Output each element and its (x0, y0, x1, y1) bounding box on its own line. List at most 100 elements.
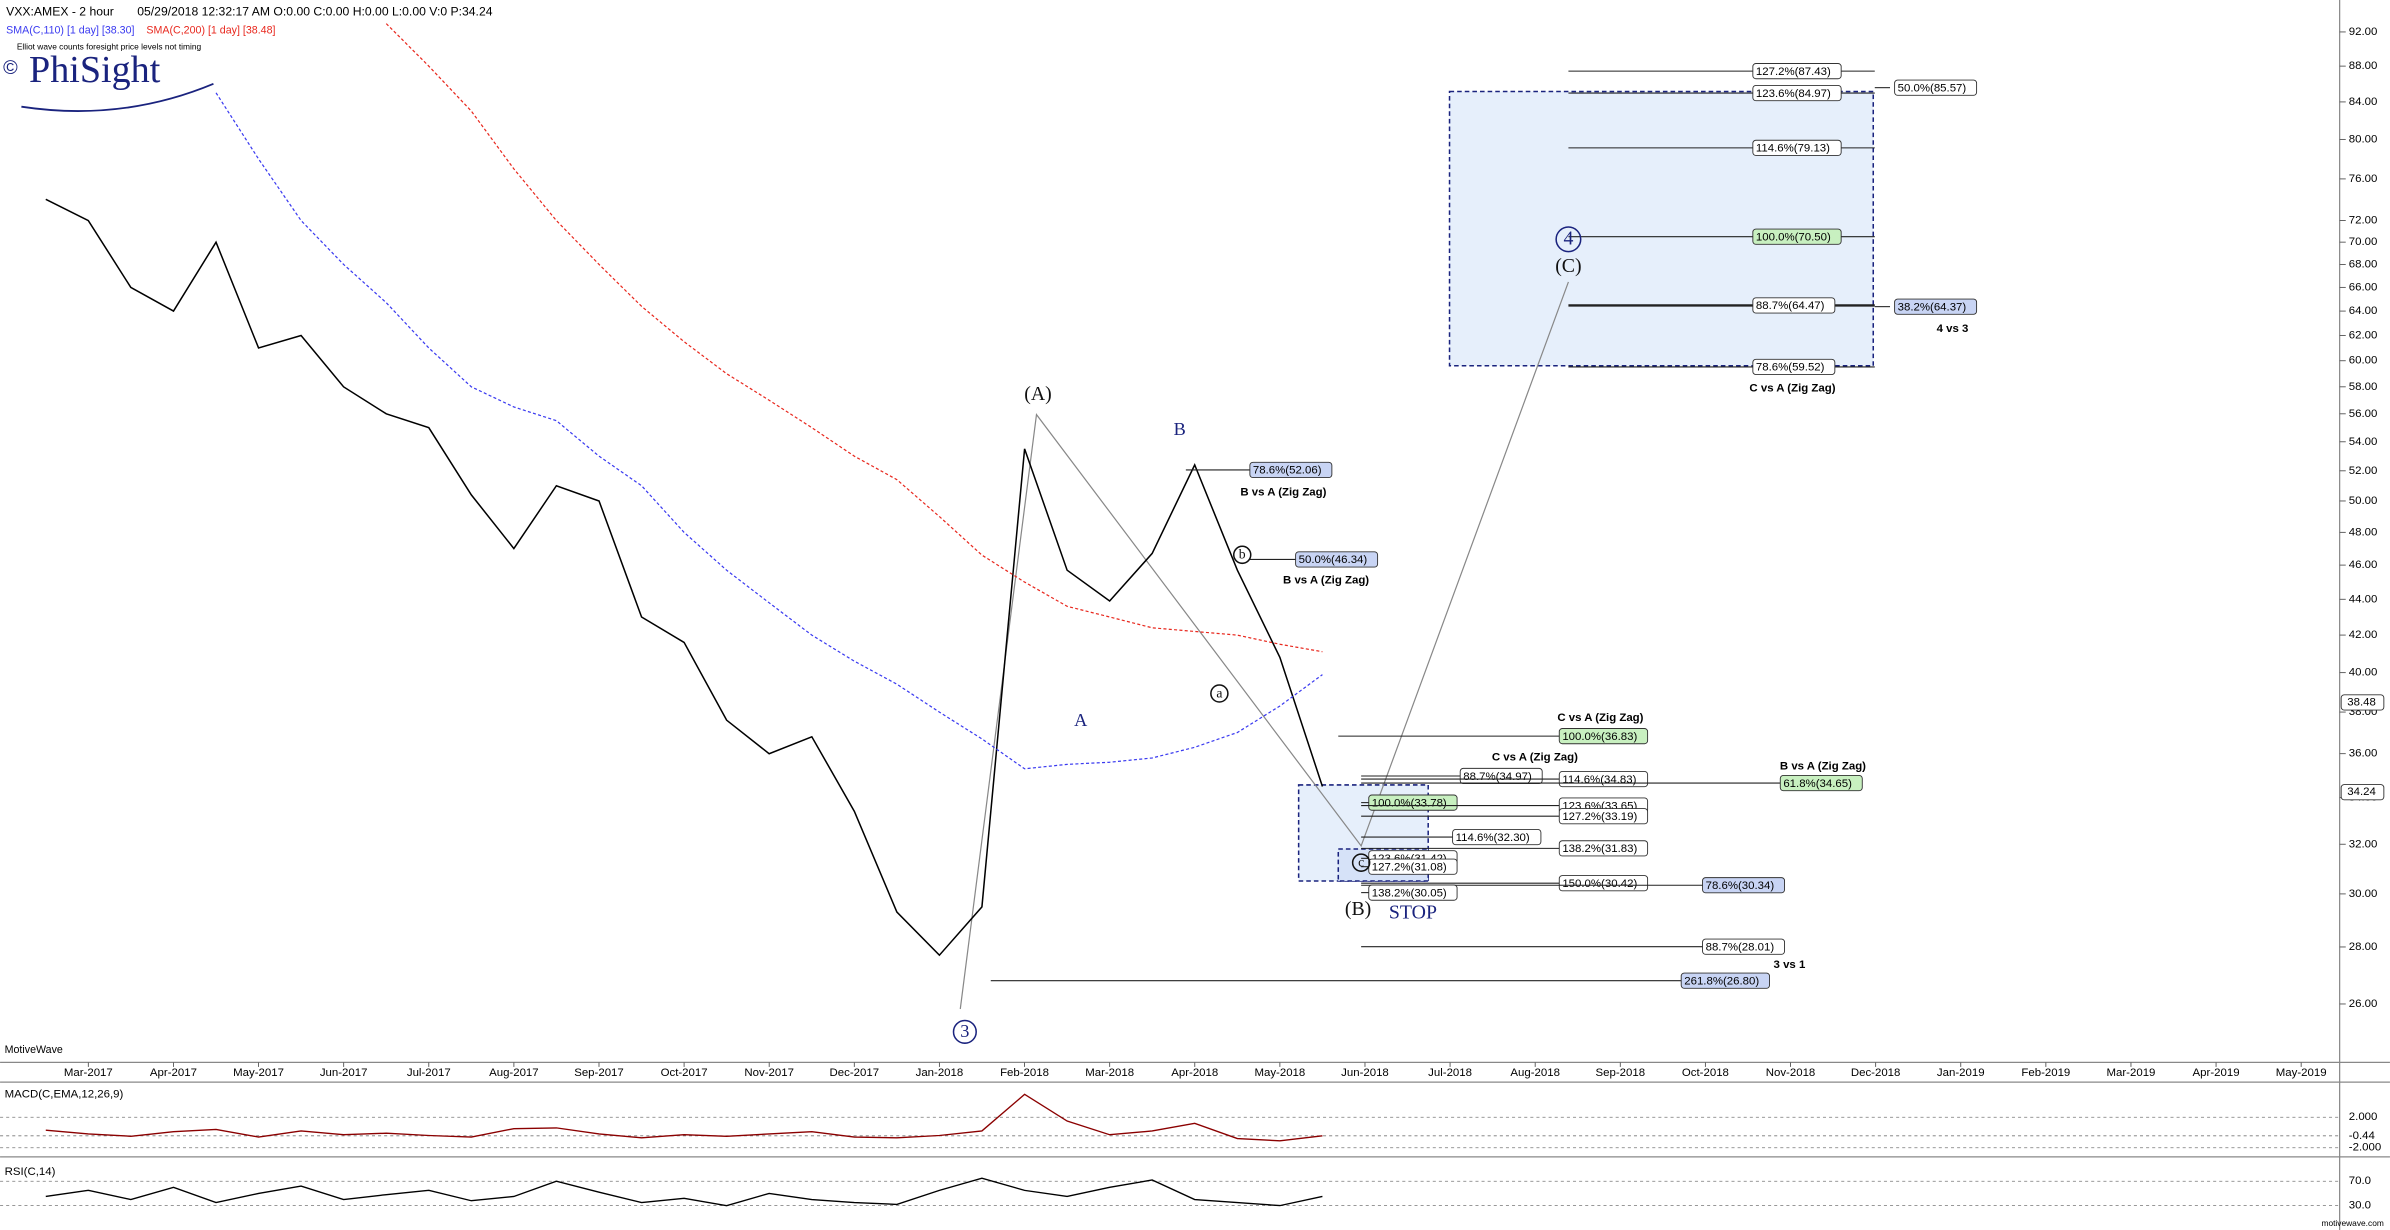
y-tick-label: 28.00 (2349, 941, 2378, 953)
y-tick-label: 30.0 (2349, 1200, 2371, 1212)
wave-label: 4 (1563, 228, 1573, 250)
level-box (1779, 774, 1863, 792)
price-tag-label: 34.24 (2347, 786, 2376, 798)
level-box (1702, 938, 1786, 955)
y-tick-label: 70.0 (2349, 1175, 2371, 1187)
level-box (1752, 297, 1836, 314)
level-label: 61.8%(34.65) (1783, 778, 1852, 790)
x-tick-label: Apr-2017 (150, 1067, 197, 1079)
wave-circle (952, 1019, 977, 1044)
price-line (45, 198, 1324, 957)
level-label: 88.7%(28.01) (1706, 941, 1775, 953)
y-tick-label: 50.00 (2349, 495, 2378, 507)
price-tag (2340, 784, 2385, 801)
wave-label: (B) (1345, 898, 1371, 920)
x-tick-label: Apr-2019 (2193, 1067, 2240, 1079)
x-tick-label: Jun-2017 (320, 1067, 368, 1079)
y-tick-label: 76.00 (2349, 173, 2378, 185)
x-tick-label: May-2019 (2276, 1067, 2327, 1079)
y-tick-label: 32.00 (2349, 838, 2378, 850)
y-tick-label: 88.00 (2349, 60, 2378, 72)
level-label: 100.0%(70.50) (1756, 231, 1831, 243)
level-note: C vs A (Zig Zag) (1749, 383, 1835, 395)
level-label: 138.2%(30.05) (1372, 887, 1447, 899)
level-label: 114.6%(34.83) (1562, 774, 1636, 786)
level-note: 4 vs 3 (1937, 323, 1969, 335)
level-label: 100.0%(36.83) (1562, 731, 1637, 743)
wave-label: (A) (1024, 383, 1051, 405)
x-tick-label: Mar-2018 (1085, 1067, 1134, 1079)
level-box (1702, 877, 1786, 894)
wave-label: A (1074, 710, 1088, 730)
x-tick-label: Mar-2019 (2107, 1067, 2156, 1079)
y-tick-label: 52.00 (2349, 465, 2378, 477)
wave-circle (1210, 684, 1229, 703)
panel-title: RSI(C,14) (5, 1166, 56, 1178)
wave-label: 3 (960, 1021, 969, 1041)
level-box (1558, 875, 1649, 892)
wave-label: b (1239, 547, 1246, 562)
wave-line (959, 281, 1569, 1010)
sma-line (385, 23, 1323, 653)
y-tick-label: 72.00 (2349, 214, 2378, 226)
level-label: 261.8%(26.80) (1684, 975, 1759, 987)
y-tick-label: 62.00 (2349, 330, 2378, 342)
y-tick-label: -2.000 (2349, 1142, 2381, 1154)
level-box (1459, 767, 1543, 785)
x-tick-label: Jan-2018 (916, 1067, 964, 1079)
level-label: 150.0%(30.42) (1562, 878, 1637, 890)
y-tick-label: -0.44 (2349, 1130, 2376, 1142)
level-label: 50.0%(85.57) (1898, 82, 1967, 94)
level-box (1680, 972, 1770, 989)
footer-right: motivewave.com (2321, 1218, 2383, 1228)
x-tick-label: Oct-2018 (1682, 1067, 1729, 1079)
wave-label: a (1216, 685, 1222, 700)
y-tick-label: 56.00 (2349, 408, 2378, 420)
level-label: 127.2%(87.43) (1756, 66, 1831, 78)
x-tick-label: Feb-2019 (2021, 1067, 2070, 1079)
x-tick-label: Jun-2018 (1341, 1067, 1389, 1079)
x-tick-label: May-2017 (233, 1067, 284, 1079)
level-box (1752, 228, 1842, 245)
wave-circle (1555, 226, 1582, 253)
x-tick-label: Jan-2019 (1937, 1067, 1985, 1079)
level-note: C vs A (Zig Zag) (1557, 712, 1643, 724)
level-label: 114.6%(79.13) (1756, 143, 1830, 155)
y-tick-label: 46.00 (2349, 559, 2378, 571)
y-tick-label: 64.00 (2349, 305, 2378, 317)
x-tick-label: Feb-2018 (1000, 1067, 1049, 1079)
x-tick-label: May-2018 (1254, 1067, 1305, 1079)
legend-entry: SMA(C,200) [1 day] [38.48] (146, 24, 275, 36)
y-tick-label: 60.00 (2349, 355, 2378, 367)
level-label: 88.7%(64.47) (1756, 300, 1825, 312)
y-tick-label: 44.00 (2349, 593, 2378, 605)
wave-circle (1351, 853, 1371, 872)
y-tick-label: 66.00 (2349, 281, 2378, 293)
sma-line (215, 92, 1323, 770)
y-tick-label: 36.00 (2349, 748, 2378, 760)
y-tick-label: 92.00 (2349, 26, 2378, 38)
y-tick-label: 84.00 (2349, 96, 2378, 108)
logo-mark: © (3, 57, 18, 79)
level-label: 127.2%(33.19) (1562, 811, 1637, 823)
y-tick-label: 58.00 (2349, 381, 2378, 393)
x-tick-label: Aug-2018 (1510, 1067, 1560, 1079)
logo-swoosh (21, 82, 214, 112)
symbol: VXX:AMEX - 2 hour (6, 4, 114, 18)
x-tick-label: Sep-2017 (574, 1067, 624, 1079)
level-label: 78.6%(30.34) (1706, 880, 1775, 892)
level-label: 78.6%(52.06) (1253, 465, 1322, 477)
x-tick-label: Aug-2017 (489, 1067, 539, 1079)
y-tick-label: 48.00 (2349, 526, 2378, 538)
y-tick-label: 54.00 (2349, 436, 2378, 448)
level-box (1894, 298, 1978, 315)
y-tick-label: 70.00 (2349, 236, 2378, 248)
price-tag (2340, 694, 2385, 711)
price-tag-label: 38.48 (2347, 696, 2376, 708)
x-tick-label: Nov-2017 (744, 1067, 794, 1079)
y-tick-label: 2.000 (2349, 1111, 2378, 1123)
wave-label: STOP (1389, 901, 1437, 923)
x-tick-label: Apr-2018 (1171, 1067, 1218, 1079)
level-box (1368, 794, 1458, 811)
